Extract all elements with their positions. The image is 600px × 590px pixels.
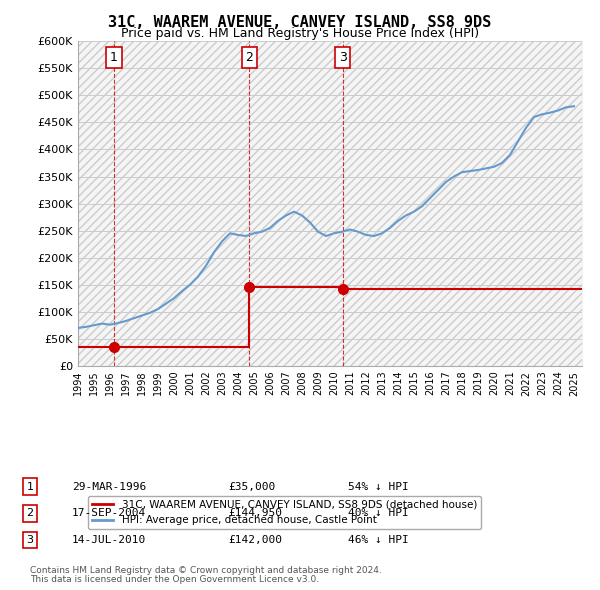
Text: 14-JUL-2010: 14-JUL-2010 xyxy=(72,535,146,545)
Text: Contains HM Land Registry data © Crown copyright and database right 2024.: Contains HM Land Registry data © Crown c… xyxy=(30,566,382,575)
Legend: 31C, WAAREM AVENUE, CANVEY ISLAND, SS8 9DS (detached house), HPI: Average price,: 31C, WAAREM AVENUE, CANVEY ISLAND, SS8 9… xyxy=(88,496,481,529)
Text: Price paid vs. HM Land Registry's House Price Index (HPI): Price paid vs. HM Land Registry's House … xyxy=(121,27,479,40)
Text: 40% ↓ HPI: 40% ↓ HPI xyxy=(348,509,409,518)
Text: 2: 2 xyxy=(26,509,34,518)
Text: £144,950: £144,950 xyxy=(228,509,282,518)
Text: 1: 1 xyxy=(110,51,118,64)
Text: £142,000: £142,000 xyxy=(228,535,282,545)
Text: 1: 1 xyxy=(26,482,34,491)
Text: 17-SEP-2004: 17-SEP-2004 xyxy=(72,509,146,518)
Text: 31C, WAAREM AVENUE, CANVEY ISLAND, SS8 9DS: 31C, WAAREM AVENUE, CANVEY ISLAND, SS8 9… xyxy=(109,15,491,30)
Text: 46% ↓ HPI: 46% ↓ HPI xyxy=(348,535,409,545)
Text: 54% ↓ HPI: 54% ↓ HPI xyxy=(348,482,409,491)
Text: £35,000: £35,000 xyxy=(228,482,275,491)
Text: 2: 2 xyxy=(245,51,253,64)
Text: 29-MAR-1996: 29-MAR-1996 xyxy=(72,482,146,491)
Text: 3: 3 xyxy=(26,535,34,545)
Text: This data is licensed under the Open Government Licence v3.0.: This data is licensed under the Open Gov… xyxy=(30,575,319,584)
Text: 3: 3 xyxy=(339,51,347,64)
